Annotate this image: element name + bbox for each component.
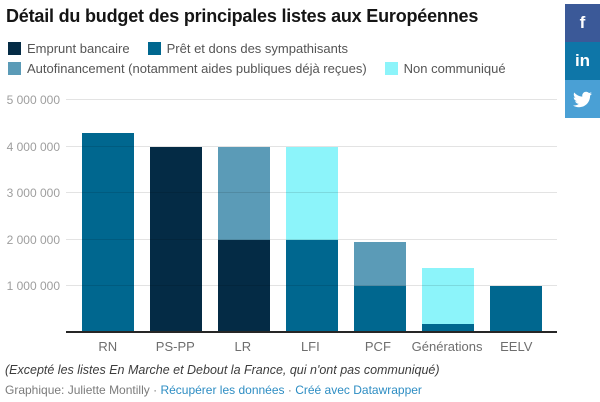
credit-byline: Graphique: Juliette Montilly: [5, 383, 150, 397]
chart-footnote: (Excepté les listes En Marche et Debout …: [5, 363, 440, 377]
linkedin-share-button[interactable]: in: [565, 42, 600, 80]
bar-slot-PCF: [346, 100, 414, 333]
legend-label: Emprunt bancaire: [27, 41, 130, 56]
bar-slot-LR: [210, 100, 278, 333]
legend-swatch-icon: [147, 42, 161, 55]
bar-group-EELV: [490, 286, 542, 333]
legend-swatch-icon: [8, 42, 21, 55]
x-axis-label: Générations: [411, 339, 483, 354]
bar-segment[interactable]: [490, 286, 542, 333]
chart-legend: Emprunt bancaire Prêt et dons des sympath…: [8, 41, 553, 81]
bar-segment[interactable]: [422, 323, 474, 333]
x-axis-label: PCF: [364, 339, 391, 354]
legend-row: Emprunt bancaire Prêt et dons des sympath…: [8, 41, 553, 56]
bar-slot-Générations: [414, 100, 482, 333]
bar-segment[interactable]: [82, 132, 134, 333]
get-data-link[interactable]: Récupérer les données: [160, 383, 285, 397]
bar-group-PCF: [354, 242, 406, 333]
plot-area: [74, 100, 550, 333]
x-axis-line: [66, 331, 557, 333]
legend-label: Autofinancement (notamment aides publiqu…: [27, 61, 367, 76]
bar-group-LFI: [286, 146, 338, 333]
bar-slot-LFI: [278, 100, 346, 333]
bar-segment[interactable]: [422, 267, 474, 324]
legend-swatch-icon: [384, 62, 398, 75]
bar-group-LR: [218, 146, 270, 333]
legend-row: Autofinancement (notamment aides publiqu…: [8, 61, 553, 76]
page-title: Détail du budget des principales listes …: [6, 6, 479, 26]
bar-segment[interactable]: [286, 146, 338, 240]
bar-slot-RN: [74, 100, 142, 333]
legend-item: Non communiqué: [384, 61, 506, 76]
legend-label: Non communiqué: [403, 61, 506, 76]
x-axis-label: EELV: [500, 339, 533, 354]
bar-segment[interactable]: [150, 146, 202, 333]
twitter-share-button[interactable]: [565, 80, 600, 118]
bar-segment[interactable]: [218, 239, 270, 333]
x-axis-label: PS-PP: [155, 339, 195, 354]
credit-separator: ·: [287, 383, 292, 397]
x-axis-label: LFI: [300, 339, 320, 354]
bar-segment[interactable]: [354, 242, 406, 287]
twitter-icon: [573, 90, 592, 109]
bar-segment[interactable]: [354, 286, 406, 333]
x-axis-label: LR: [234, 339, 252, 354]
legend-label: Prêt et dons des sympathisants: [166, 41, 348, 56]
bar-slot-EELV: [482, 100, 550, 333]
y-axis: 5 000 000 4 000 000 3 000 000 2 000 000 1 00…: [0, 93, 60, 333]
y-axis-label: 5 000 000: [6, 93, 60, 107]
datawrapper-link[interactable]: Créé avec Datawrapper: [295, 383, 422, 397]
legend-item: Prêt et dons des sympathisants: [147, 41, 348, 56]
y-axis-label: 1 000 000: [6, 279, 60, 294]
bar-segment[interactable]: [286, 239, 338, 333]
social-share-column: f in: [565, 4, 600, 118]
legend-item: Autofinancement (notamment aides publiqu…: [8, 61, 367, 76]
legend-swatch-icon: [8, 62, 21, 75]
linkedin-icon: in: [574, 51, 591, 70]
x-axis: RN PS-PP LR LFI PCF Générations EELV: [74, 339, 550, 354]
x-axis-label: RN: [98, 339, 118, 354]
legend-item: Emprunt bancaire: [8, 41, 130, 56]
y-axis-label: 3 000 000: [6, 186, 60, 201]
y-axis-label: 2 000 000: [6, 232, 60, 247]
bar-slot-PS-PP: [142, 100, 210, 333]
y-axis-label: 4 000 000: [6, 139, 60, 154]
bar-segment[interactable]: [218, 146, 270, 240]
bar-group-PS-PP: [150, 146, 202, 333]
facebook-icon: f: [579, 13, 586, 32]
bar-group-RN: [82, 132, 134, 333]
credit-separator: ·: [153, 383, 158, 397]
chart-credit: Graphique: Juliette Montilly · Récupérer…: [5, 383, 422, 397]
facebook-share-button[interactable]: f: [565, 4, 600, 42]
bar-group-Générations: [422, 267, 474, 333]
